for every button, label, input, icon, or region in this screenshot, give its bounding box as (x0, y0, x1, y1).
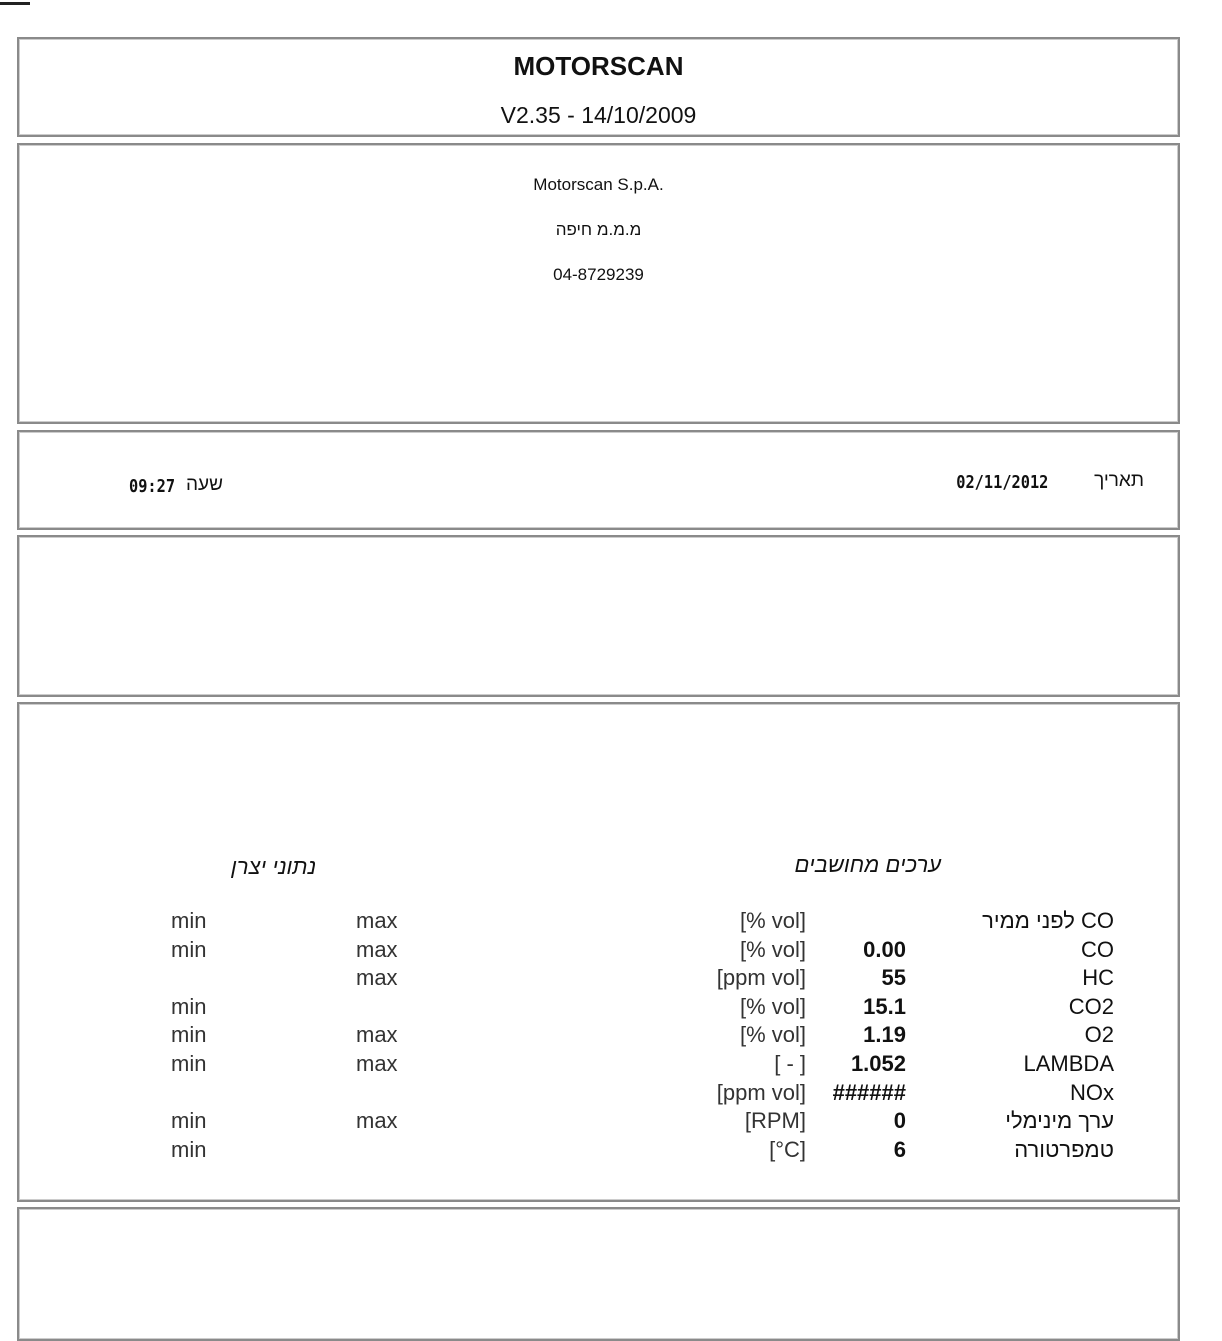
row-unit: [% vol] (739, 993, 806, 1019)
row-unit: [ppm vol] (716, 965, 806, 991)
row-max: max (356, 1022, 398, 1048)
date-label: תאריך (1094, 470, 1144, 491)
row-min: min (171, 1108, 207, 1134)
row-value: 6 (893, 1136, 906, 1162)
row-value: 0.00 (863, 936, 906, 962)
row-min: min (171, 908, 207, 933)
row-unit: [RPM] (744, 1108, 806, 1134)
row-value: 1.052 (850, 1051, 906, 1076)
result-row: CO 0.00 [% vol] min max (19, 937, 1178, 965)
row-min: min (171, 1051, 207, 1076)
scan-mark (0, 2, 30, 5)
result-row: HC 55 [ppm vol] max (19, 965, 1178, 993)
row-min: min (171, 936, 207, 962)
row-label: O2 (1084, 1022, 1114, 1048)
row-unit: [ppm vol] (716, 1079, 806, 1105)
company-phone: 04-8729239 (553, 265, 644, 284)
row-max: max (356, 1051, 398, 1076)
row-min: min (171, 993, 207, 1019)
row-max: max (356, 908, 398, 933)
row-unit: [ - ] (774, 1051, 806, 1076)
result-row: טמפרטורה 6 [°C] min (19, 1137, 1178, 1165)
blank-box (17, 535, 1180, 697)
company-name: Motorscan S.p.A. (533, 175, 664, 194)
row-label: ערך מינימלי (1005, 1108, 1114, 1134)
row-label: CO2 (1068, 993, 1114, 1019)
row-unit: [% vol] (739, 908, 806, 933)
row-label: CO (1081, 936, 1114, 962)
company-box: Motorscan S.p.A. מ.מ.מ חיפה 04-8729239 (17, 143, 1180, 424)
row-label: LAMBDA (1023, 1051, 1114, 1076)
row-label: CO לפני ממיר (982, 908, 1114, 933)
row-max: max (356, 965, 398, 991)
time-label: שעה (186, 474, 223, 495)
date-value: 02/11/2012 (955, 472, 1048, 493)
row-unit: [% vol] (739, 936, 806, 962)
row-value: 15.1 (863, 993, 906, 1019)
row-label: NOx (1070, 1079, 1114, 1105)
report-title: MOTORSCAN (513, 51, 684, 81)
row-max: max (356, 1108, 398, 1134)
result-row: CO לפני ממיר [% vol] min max (19, 908, 1178, 936)
result-row: O2 1.19 [% vol] min max (19, 1022, 1178, 1050)
row-max: max (356, 936, 398, 962)
row-unit: [% vol] (739, 1022, 806, 1048)
row-unit: [°C] (769, 1136, 806, 1162)
row-value: 1.19 (863, 1022, 906, 1048)
row-value: 55 (881, 965, 906, 991)
row-value: 0 (893, 1108, 906, 1134)
result-row: LAMBDA 1.052 [ - ] min max (19, 1051, 1178, 1079)
result-row: ערך מינימלי 0 [RPM] min max (19, 1108, 1178, 1136)
datetime-box: תאריך 02/11/2012 שעה 09:27 (17, 430, 1180, 530)
footer-box (17, 1207, 1180, 1341)
row-min: min (171, 1022, 207, 1048)
manufacturer-data-header: נתוני יצרן (231, 854, 317, 879)
row-value: ###### (832, 1079, 906, 1105)
row-label: HC (1082, 965, 1114, 991)
row-min: min (171, 1136, 207, 1162)
company-branch: מ.מ.מ חיפה (555, 220, 642, 239)
row-label: טמפרטורה (1014, 1136, 1114, 1162)
calculated-values-header: ערכים מחושבים (794, 852, 941, 877)
header-box: MOTORSCAN V2.35 - 14/10/2009 (17, 37, 1180, 137)
result-row: NOx ###### [ppm vol] (19, 1080, 1178, 1108)
version: V2.35 - 14/10/2009 (500, 102, 697, 128)
results-box: ערכים מחושבים נתוני יצרן CO לפני ממיר [% … (17, 702, 1180, 1202)
time-value: 09:27 (129, 476, 176, 497)
result-row: CO2 15.1 [% vol] min (19, 994, 1178, 1022)
